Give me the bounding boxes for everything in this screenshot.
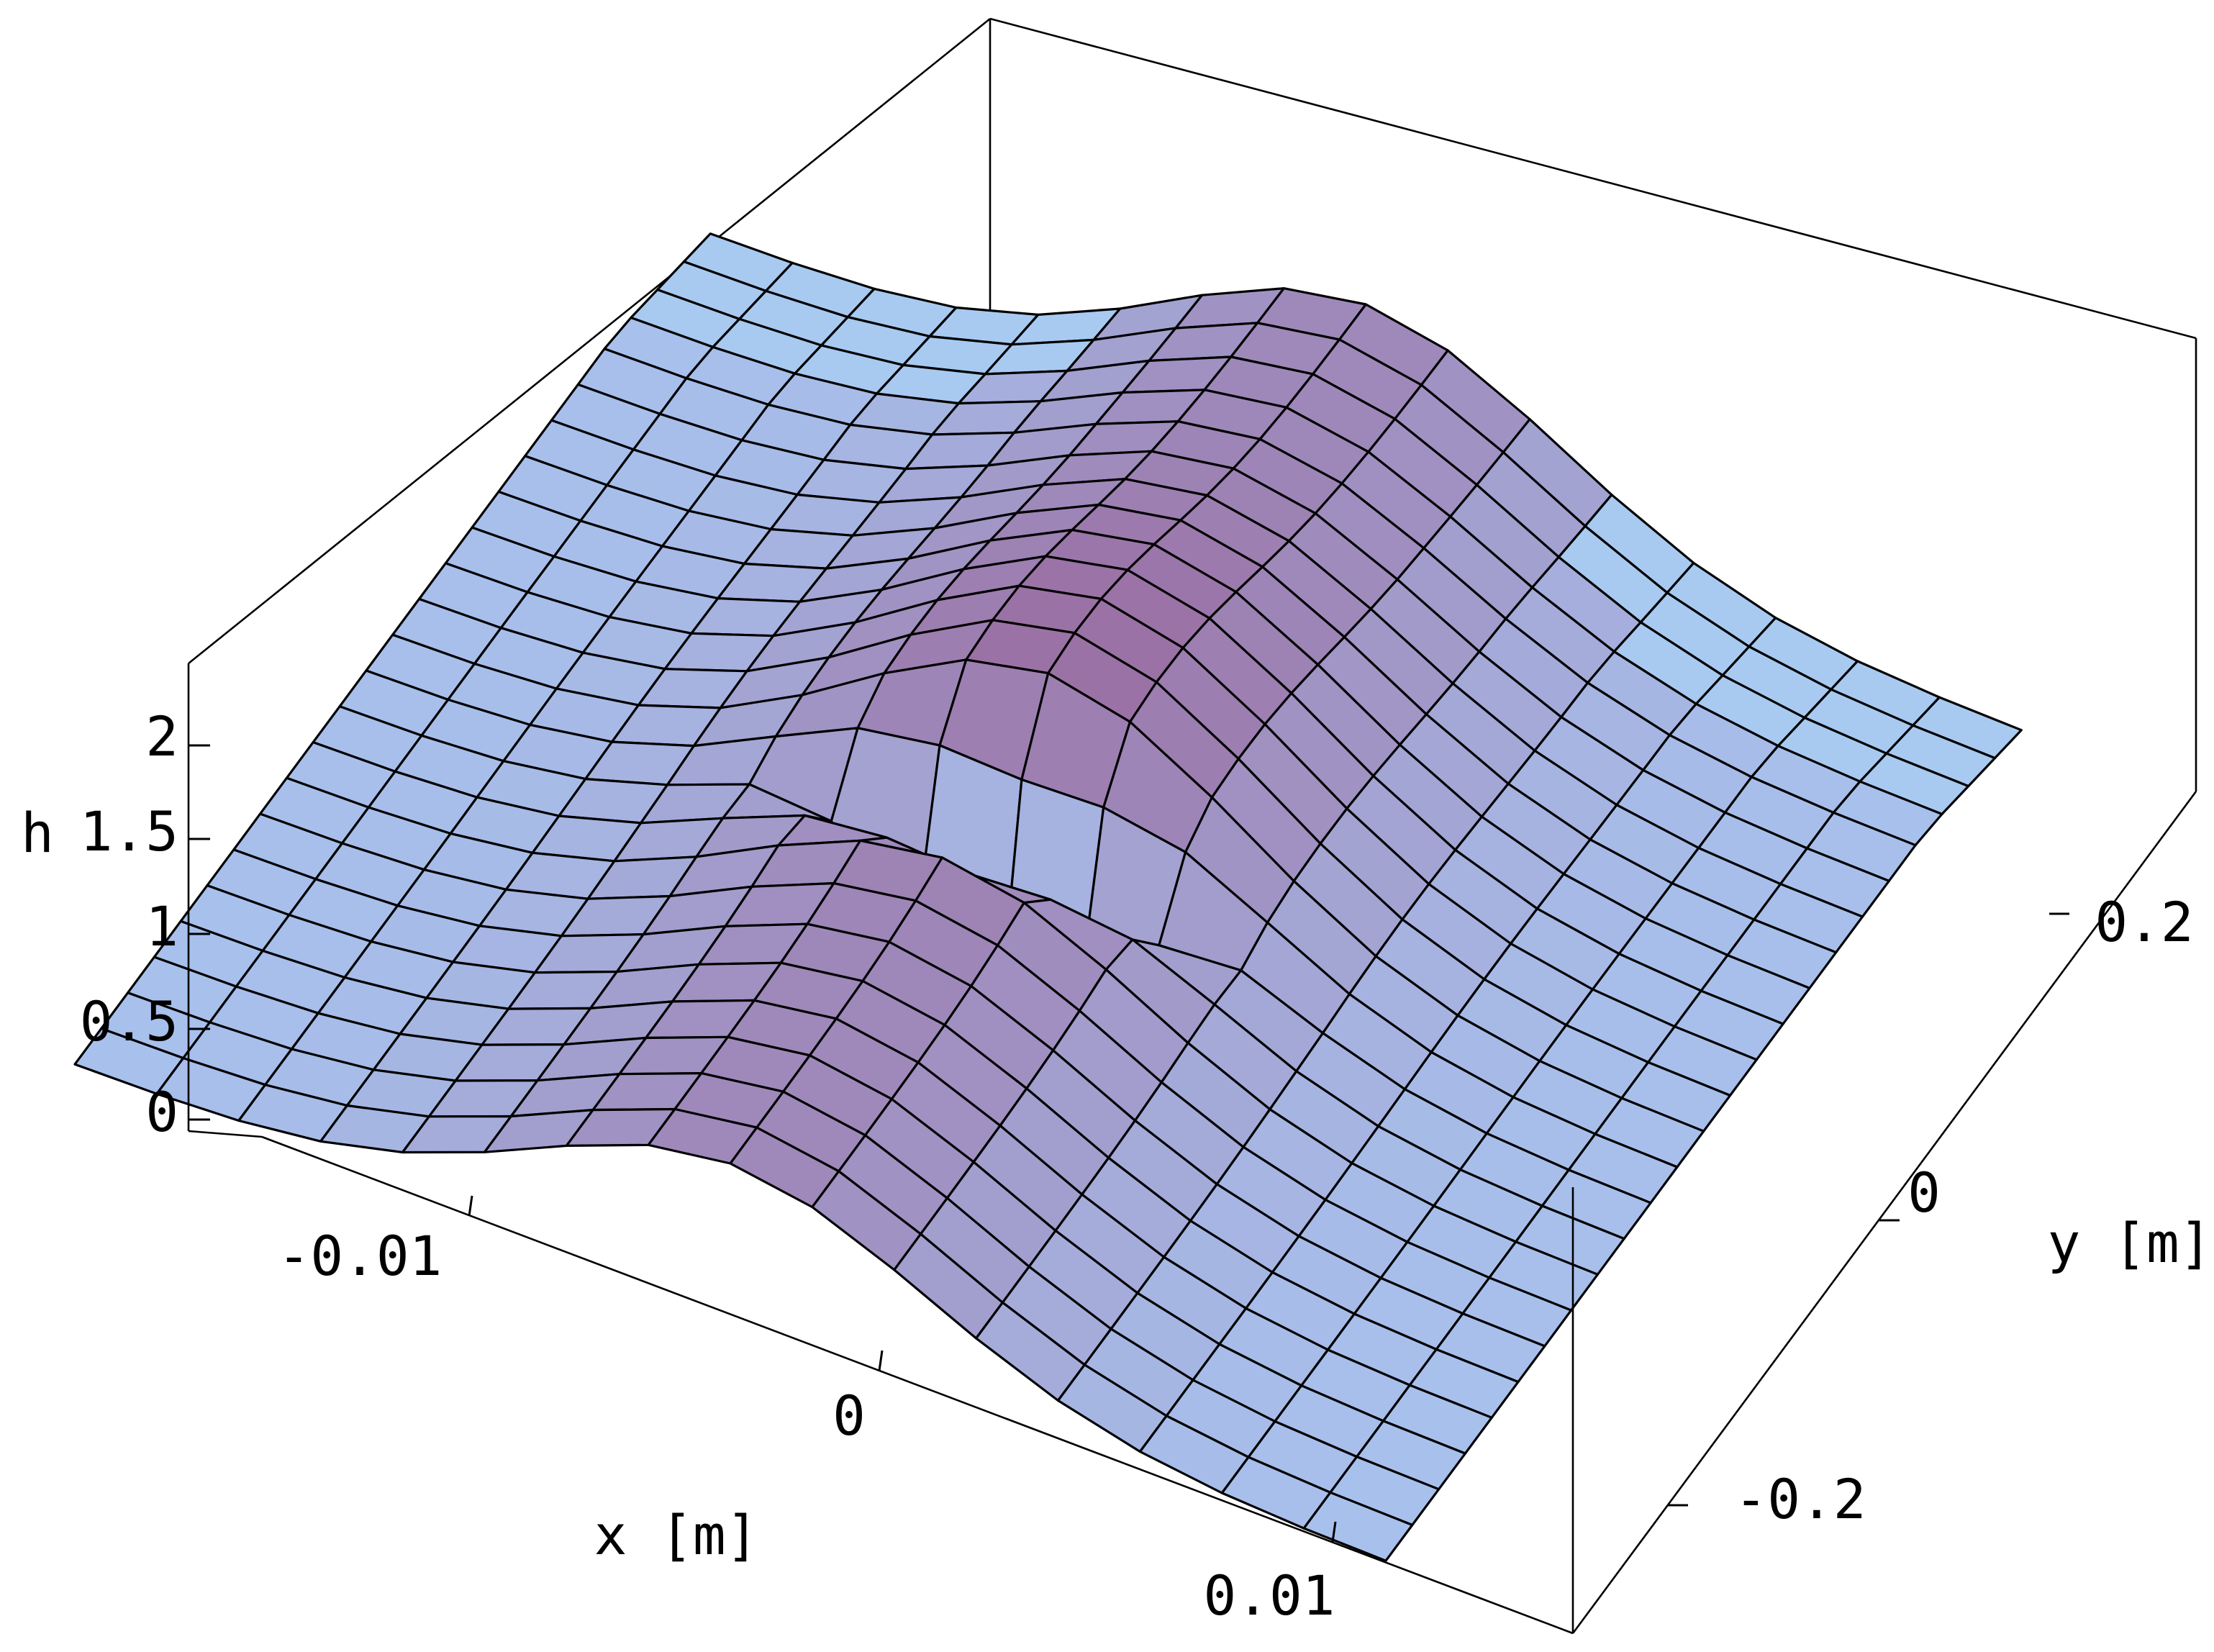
y-tick-label-plus: 0.2 [2095, 890, 2193, 954]
x-tick-zero [878, 1350, 884, 1371]
z-tick-label-1.5: 1.5 [80, 799, 178, 863]
x-tick-label-plus: 0.01 [1203, 1564, 1335, 1628]
y-axis: -0.2 0 0.2 y [m] [1668, 890, 2212, 1531]
surface-face [1302, 1491, 1414, 1562]
y-axis-label: y [m] [2048, 1211, 2213, 1275]
z-tick-label-2: 2 [145, 704, 178, 768]
box-edge-back-top [989, 17, 2197, 340]
z-tick-label-0.5: 0.5 [80, 989, 178, 1053]
x-tick-label-minus: -0.01 [278, 1224, 443, 1288]
x-tick-label-zero: 0 [832, 1384, 866, 1448]
box-edge-back-left [188, 17, 991, 665]
x-tick-plus [1331, 1521, 1337, 1543]
x-axis: -0.01 0 0.01 x [m] [278, 1195, 1337, 1628]
z-tick-label-0: 0 [145, 1080, 178, 1144]
surface-mesh [73, 232, 2023, 1562]
box-edge-left-bottom [188, 1130, 263, 1138]
y-axis-line [1571, 791, 2197, 1634]
bounding-box-front [187, 338, 2197, 1635]
x-tick-minus [468, 1195, 473, 1217]
z-tick-label-1: 1 [145, 894, 178, 958]
z-axis-label: h [21, 801, 54, 865]
y-tick-label-minus: -0.2 [1734, 1467, 1866, 1531]
x-axis-line [261, 1135, 1574, 1635]
y-tick-label-zero: 0 [1907, 1161, 1941, 1225]
x-axis-label: x [m] [594, 1503, 759, 1567]
z-axis: 2 1.5 1 0.5 0 h [21, 704, 210, 1144]
